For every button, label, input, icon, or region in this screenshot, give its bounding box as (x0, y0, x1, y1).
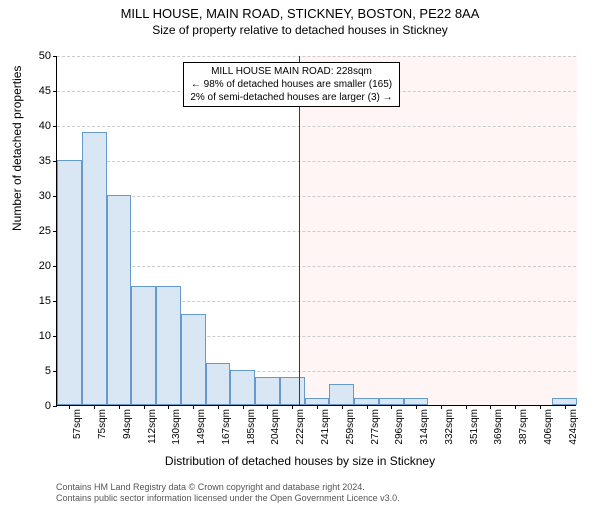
xtick-mark (490, 405, 491, 409)
histogram-bar (230, 370, 255, 405)
ytick-label: 40 (39, 120, 51, 132)
gridline (57, 196, 576, 197)
xtick-mark (267, 405, 268, 409)
ytick-label: 20 (39, 260, 51, 272)
xtick-label: 222sqm (295, 409, 306, 445)
xtick-label: 259sqm (345, 409, 356, 445)
ytick-label: 45 (39, 85, 51, 97)
gridline (57, 126, 576, 127)
xtick-label: 94sqm (122, 409, 133, 439)
xtick-mark (391, 405, 392, 409)
chart-area: 0510152025303540455057sqm75sqm94sqm112sq… (56, 56, 576, 406)
histogram-bar (181, 314, 206, 405)
xtick-label: 424sqm (568, 409, 579, 445)
histogram-bar (404, 398, 429, 405)
annotation-line3: 2% of semi-detached houses are larger (3… (190, 91, 392, 104)
xtick-label: 387sqm (518, 409, 529, 445)
histogram-bar (156, 286, 181, 405)
ytick-label: 30 (39, 190, 51, 202)
xtick-label: 369sqm (493, 409, 504, 445)
xtick-label: 296sqm (394, 409, 405, 445)
ytick-mark (53, 406, 57, 407)
footer-line2: Contains public sector information licen… (56, 493, 400, 504)
histogram-bar (379, 398, 404, 405)
ytick-mark (53, 56, 57, 57)
xtick-label: 277sqm (370, 409, 381, 445)
xtick-mark (218, 405, 219, 409)
xtick-label: 112sqm (147, 409, 158, 444)
ytick-mark (53, 126, 57, 127)
marker-line (299, 56, 300, 405)
plot-region: 0510152025303540455057sqm75sqm94sqm112sq… (56, 56, 576, 406)
annotation-line1: MILL HOUSE MAIN ROAD: 228sqm (190, 65, 392, 78)
xtick-label: 406sqm (543, 409, 554, 445)
xtick-label: 332sqm (444, 409, 455, 445)
ytick-label: 5 (45, 365, 51, 377)
xtick-mark (144, 405, 145, 409)
marker-annotation: MILL HOUSE MAIN ROAD: 228sqm ← 98% of de… (183, 62, 399, 107)
xtick-mark (94, 405, 95, 409)
annotation-line2: ← 98% of detached houses are smaller (16… (190, 78, 392, 91)
ytick-label: 15 (39, 295, 51, 307)
histogram-bar (82, 132, 107, 405)
xtick-mark (515, 405, 516, 409)
xtick-mark (367, 405, 368, 409)
xtick-label: 314sqm (419, 409, 430, 445)
xtick-mark (168, 405, 169, 409)
ytick-label: 10 (39, 330, 51, 342)
xtick-mark (317, 405, 318, 409)
ytick-mark (53, 91, 57, 92)
xtick-label: 130sqm (171, 409, 182, 445)
x-axis-label: Distribution of detached houses by size … (0, 454, 600, 468)
xtick-label: 185sqm (246, 409, 257, 445)
xtick-mark (466, 405, 467, 409)
chart-subtitle: Size of property relative to detached ho… (0, 23, 600, 37)
xtick-label: 167sqm (221, 409, 232, 445)
chart-title: MILL HOUSE, MAIN ROAD, STICKNEY, BOSTON,… (0, 6, 600, 21)
histogram-bar (255, 377, 280, 405)
histogram-bar (552, 398, 577, 405)
ytick-label: 50 (39, 50, 51, 62)
histogram-bar (57, 160, 82, 405)
gridline (57, 56, 576, 57)
xtick-mark (193, 405, 194, 409)
xtick-mark (292, 405, 293, 409)
xtick-label: 241sqm (320, 409, 331, 445)
xtick-label: 149sqm (196, 409, 207, 445)
xtick-mark (243, 405, 244, 409)
ytick-label: 25 (39, 225, 51, 237)
histogram-bar (131, 286, 156, 405)
xtick-mark (416, 405, 417, 409)
histogram-bar (280, 377, 305, 405)
histogram-bar (206, 363, 231, 405)
histogram-bar (305, 398, 330, 405)
xtick-label: 351sqm (469, 409, 480, 445)
footer-line1: Contains HM Land Registry data © Crown c… (56, 482, 400, 493)
histogram-bar (354, 398, 379, 405)
ytick-label: 0 (45, 400, 51, 412)
histogram-bar (107, 195, 132, 405)
ytick-label: 35 (39, 155, 51, 167)
y-axis-label: Number of detached properties (10, 66, 24, 231)
footer-attribution: Contains HM Land Registry data © Crown c… (56, 482, 400, 504)
xtick-mark (342, 405, 343, 409)
xtick-mark (540, 405, 541, 409)
xtick-mark (69, 405, 70, 409)
gridline (57, 266, 576, 267)
histogram-bar (329, 384, 354, 405)
gridline (57, 161, 576, 162)
xtick-label: 57sqm (72, 409, 83, 439)
xtick-mark (441, 405, 442, 409)
xtick-mark (565, 405, 566, 409)
xtick-label: 204sqm (270, 409, 281, 445)
gridline (57, 231, 576, 232)
xtick-mark (119, 405, 120, 409)
xtick-label: 75sqm (97, 409, 108, 439)
